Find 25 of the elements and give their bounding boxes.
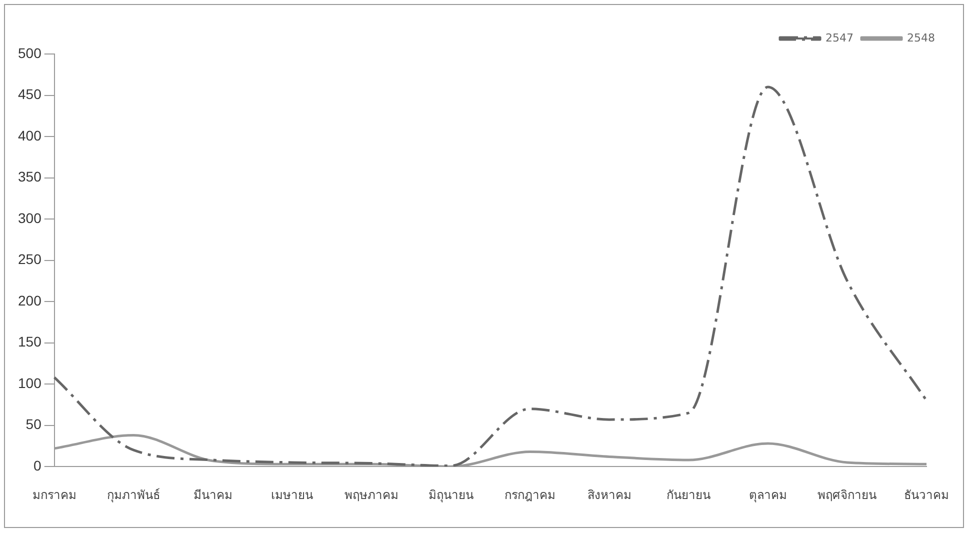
y-tick-label: 350 xyxy=(18,168,42,185)
x-tick-label: มิถุนายน xyxy=(428,488,474,503)
x-tick-label: พฤศจิกายน xyxy=(818,488,877,502)
legend-label: 2548 xyxy=(907,31,936,44)
x-tick-label: มีนาคม xyxy=(193,488,232,502)
y-tick-label: 500 xyxy=(18,44,42,61)
x-tick-label: กุมภาพันธ์ xyxy=(107,488,160,503)
y-tick-label: 150 xyxy=(18,334,42,350)
legend-label: 2547 xyxy=(826,31,854,44)
x-tick-label: มกราคม xyxy=(32,488,76,502)
y-tick-label: 50 xyxy=(26,416,42,432)
x-tick-label: ธันวาคม xyxy=(904,488,949,502)
y-tick-label: 250 xyxy=(18,251,42,268)
x-tick-label: ตุลาคม xyxy=(748,488,787,503)
x-tick-label: พฤษภาคม xyxy=(344,488,398,502)
y-tick-label: 450 xyxy=(18,86,42,102)
y-tick-label: 100 xyxy=(18,374,42,391)
y-tick-label: 300 xyxy=(18,210,42,226)
y-tick-label: 400 xyxy=(18,127,42,144)
x-tick-label: เมษายน xyxy=(271,488,314,502)
x-tick-label: กันยายน xyxy=(666,488,711,502)
y-tick-label: 200 xyxy=(18,292,42,308)
y-tick-label: 0 xyxy=(34,457,42,474)
x-tick-label: กรกฎาคม xyxy=(504,488,556,502)
x-tick-label: สิงหาคม xyxy=(587,488,632,502)
